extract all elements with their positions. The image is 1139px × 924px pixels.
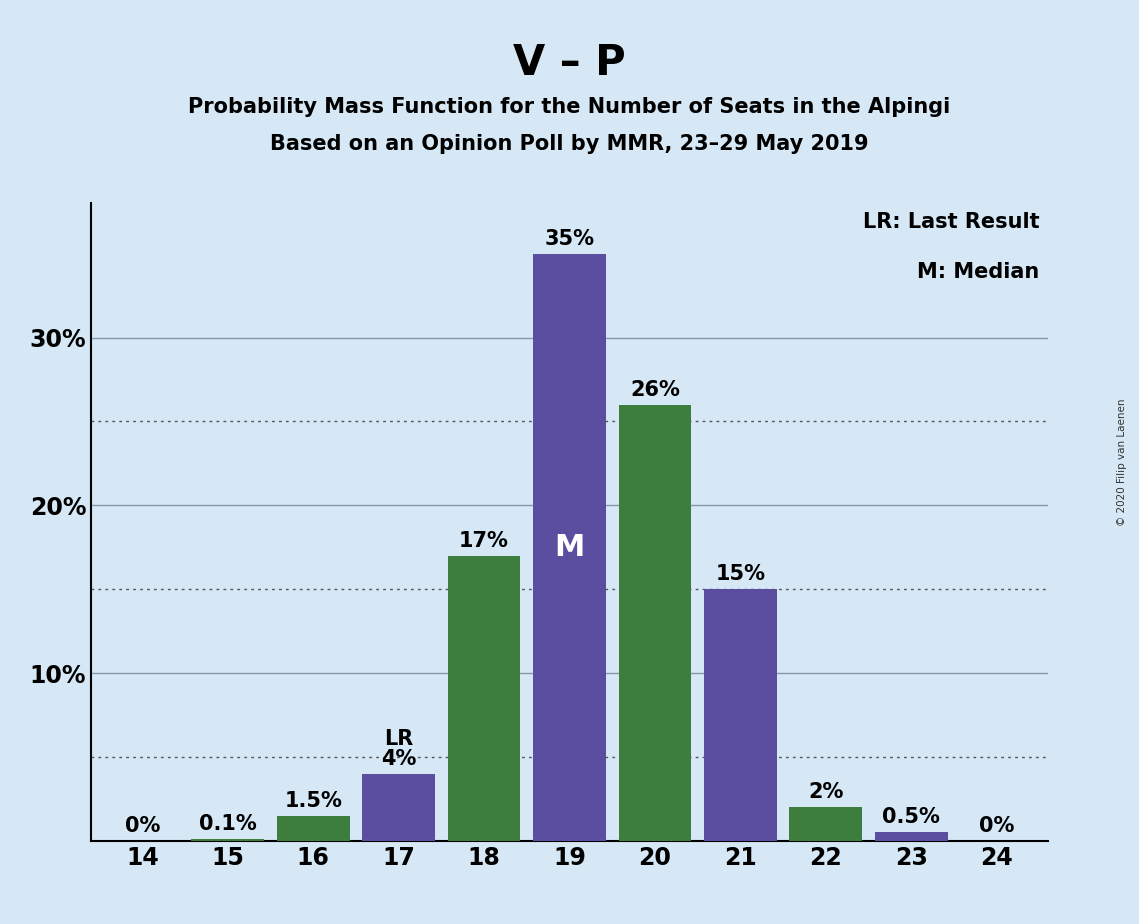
Text: 0%: 0% — [978, 816, 1015, 836]
Bar — [277, 816, 350, 841]
Text: © 2020 Filip van Laenen: © 2020 Filip van Laenen — [1117, 398, 1126, 526]
Text: 1.5%: 1.5% — [285, 791, 342, 810]
Text: Probability Mass Function for the Number of Seats in the Alpingi: Probability Mass Function for the Number… — [188, 97, 951, 117]
Text: LR: Last Result: LR: Last Result — [862, 212, 1039, 232]
Text: 35%: 35% — [544, 228, 595, 249]
Text: 0%: 0% — [124, 816, 161, 836]
Bar — [191, 839, 264, 841]
Bar — [448, 555, 521, 841]
Text: 0.5%: 0.5% — [883, 808, 940, 827]
Bar — [704, 590, 777, 841]
Text: 2%: 2% — [808, 783, 844, 802]
Bar — [875, 833, 948, 841]
Text: V – P: V – P — [514, 42, 625, 83]
Text: M: M — [555, 533, 584, 562]
Bar — [618, 405, 691, 841]
Text: LR: LR — [384, 728, 413, 748]
Text: M: Median: M: Median — [917, 262, 1039, 282]
Bar — [533, 253, 606, 841]
Bar — [875, 833, 948, 841]
Text: 0.1%: 0.1% — [199, 814, 256, 834]
Bar — [362, 773, 435, 841]
Text: 15%: 15% — [715, 565, 765, 584]
Text: 17%: 17% — [459, 530, 509, 551]
Text: 4%: 4% — [380, 748, 417, 769]
Text: Based on an Opinion Poll by MMR, 23–29 May 2019: Based on an Opinion Poll by MMR, 23–29 M… — [270, 134, 869, 154]
Bar — [789, 808, 862, 841]
Text: 26%: 26% — [630, 380, 680, 399]
